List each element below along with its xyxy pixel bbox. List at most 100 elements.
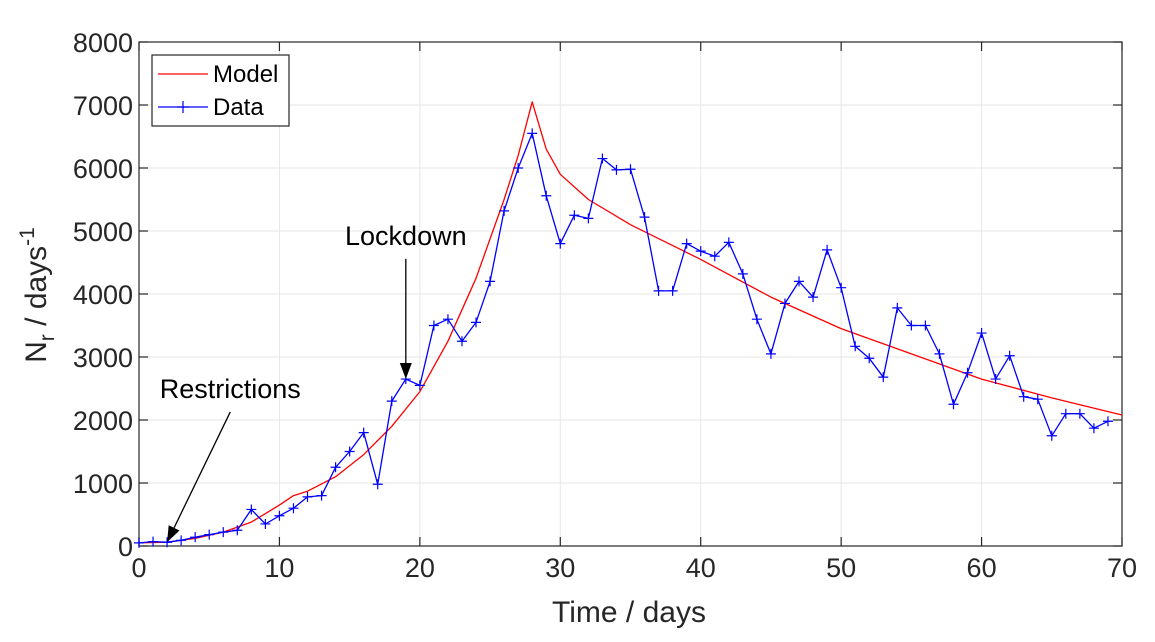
x-tick-label: 70 [1107, 553, 1137, 583]
legend-data-marker [177, 101, 189, 113]
series-data-point [288, 503, 299, 514]
legend-data-label: Data [213, 94, 264, 121]
x-tick-label: 30 [545, 553, 575, 583]
series-data-point [864, 353, 875, 364]
series-data-point [260, 518, 271, 529]
x-tick-label: 20 [405, 553, 435, 583]
series-data-point [1088, 423, 1099, 434]
series-data-point [414, 380, 425, 391]
y-tick-label: 8000 [73, 28, 133, 58]
y-tick-label: 0 [118, 532, 133, 562]
y-axis-title-main: N [20, 341, 53, 363]
series-data-point [513, 163, 524, 173]
axis-ticks: 0 10 20 30 40 50 60 70 0 1000 2000 3000 4000 5000 6000… [73, 28, 1137, 583]
series-data-point [471, 317, 482, 328]
series-data [134, 128, 1113, 548]
series-data-point [653, 285, 664, 296]
series-data-point [962, 367, 973, 378]
annotation-restrictions-arrow-shaft [173, 411, 231, 529]
series-data-point [232, 525, 243, 536]
series-data-point [499, 205, 510, 216]
y-tick-label: 4000 [73, 280, 133, 310]
y-axis-title-rest: / days [20, 246, 53, 334]
series-data-point [1018, 391, 1029, 402]
series-data-point [723, 237, 734, 248]
y-axis-title: Nr / days-1 [16, 227, 59, 363]
series-data-point [751, 314, 762, 325]
y-tick-label: 6000 [73, 154, 133, 184]
series-data-point [892, 302, 903, 313]
series-data-point [190, 532, 201, 543]
series-data-point [597, 153, 608, 164]
x-tick-label: 40 [686, 553, 716, 583]
series-model [138, 101, 1123, 544]
series-data-point [246, 504, 257, 515]
series-data-point [274, 510, 285, 521]
y-axis-title-subscript: r [36, 334, 59, 341]
series-data-point [808, 292, 819, 303]
series-data-point [667, 285, 678, 296]
series-data-point [1102, 416, 1113, 427]
series-data-point [372, 479, 383, 490]
series-data-point [204, 529, 215, 540]
series-data-point [442, 314, 453, 325]
legend: Model Data [151, 54, 290, 127]
series-data-point [906, 320, 917, 331]
x-tick-label: 0 [131, 553, 146, 583]
series-data-point [344, 446, 355, 457]
series-data-point [162, 537, 173, 548]
y-tick-label: 5000 [73, 217, 133, 247]
series-data-point [134, 537, 144, 548]
y-axis-title-superscript: -1 [16, 227, 39, 246]
series-data-point [148, 536, 159, 547]
legend-model-label: Model [213, 61, 278, 88]
series-data-point [822, 244, 833, 255]
series-data-point [527, 128, 538, 139]
series-data-point [850, 341, 861, 352]
series-data-point [695, 246, 706, 257]
series-data-point [583, 213, 594, 224]
series-data-point [176, 535, 187, 546]
annotation-lockdown-label: Lockdown [345, 221, 467, 251]
series-model-line [138, 101, 1123, 544]
annotation-restrictions-arrow-head [167, 525, 180, 543]
series-data-point [218, 527, 229, 538]
series-data-point [302, 491, 313, 502]
y-tick-label: 3000 [73, 343, 133, 373]
series-data-point [541, 190, 552, 201]
series-data-point [330, 462, 341, 473]
series-data-point [1046, 430, 1057, 441]
series-data-point [779, 298, 790, 309]
series-data-point [1074, 408, 1085, 419]
series-data-point [1004, 350, 1015, 361]
series-data-point [456, 336, 467, 347]
series-data-point [1060, 408, 1071, 419]
series-data-point [316, 490, 327, 501]
annotations: Lockdown Restrictions [160, 221, 467, 543]
y-tick-label: 2000 [73, 406, 133, 436]
series-data-point [794, 276, 805, 287]
series-data-point [428, 320, 439, 331]
series-data-point [836, 282, 847, 293]
legend-box [151, 54, 290, 127]
series-data-point [948, 399, 959, 410]
y-tick-label: 7000 [73, 91, 133, 121]
series-data-point [358, 427, 369, 438]
x-tick-label: 60 [967, 553, 997, 583]
series-data-point [920, 320, 931, 331]
series-data-point [555, 238, 566, 249]
series-data-point [1032, 394, 1043, 405]
x-tick-label: 10 [264, 553, 294, 583]
series-data-point [569, 210, 580, 221]
y-tick-label: 1000 [73, 469, 133, 499]
series-data-point [709, 251, 720, 262]
series-data-point [737, 268, 748, 279]
series-data-point [681, 238, 692, 249]
series-data-point [934, 348, 945, 359]
series-data-point [990, 374, 1001, 385]
series-data-point [386, 396, 397, 407]
x-tick-label: 50 [826, 553, 856, 583]
series-data-point [485, 276, 496, 287]
annotation-restrictions-label: Restrictions [160, 374, 301, 404]
series-data-point [976, 328, 987, 339]
